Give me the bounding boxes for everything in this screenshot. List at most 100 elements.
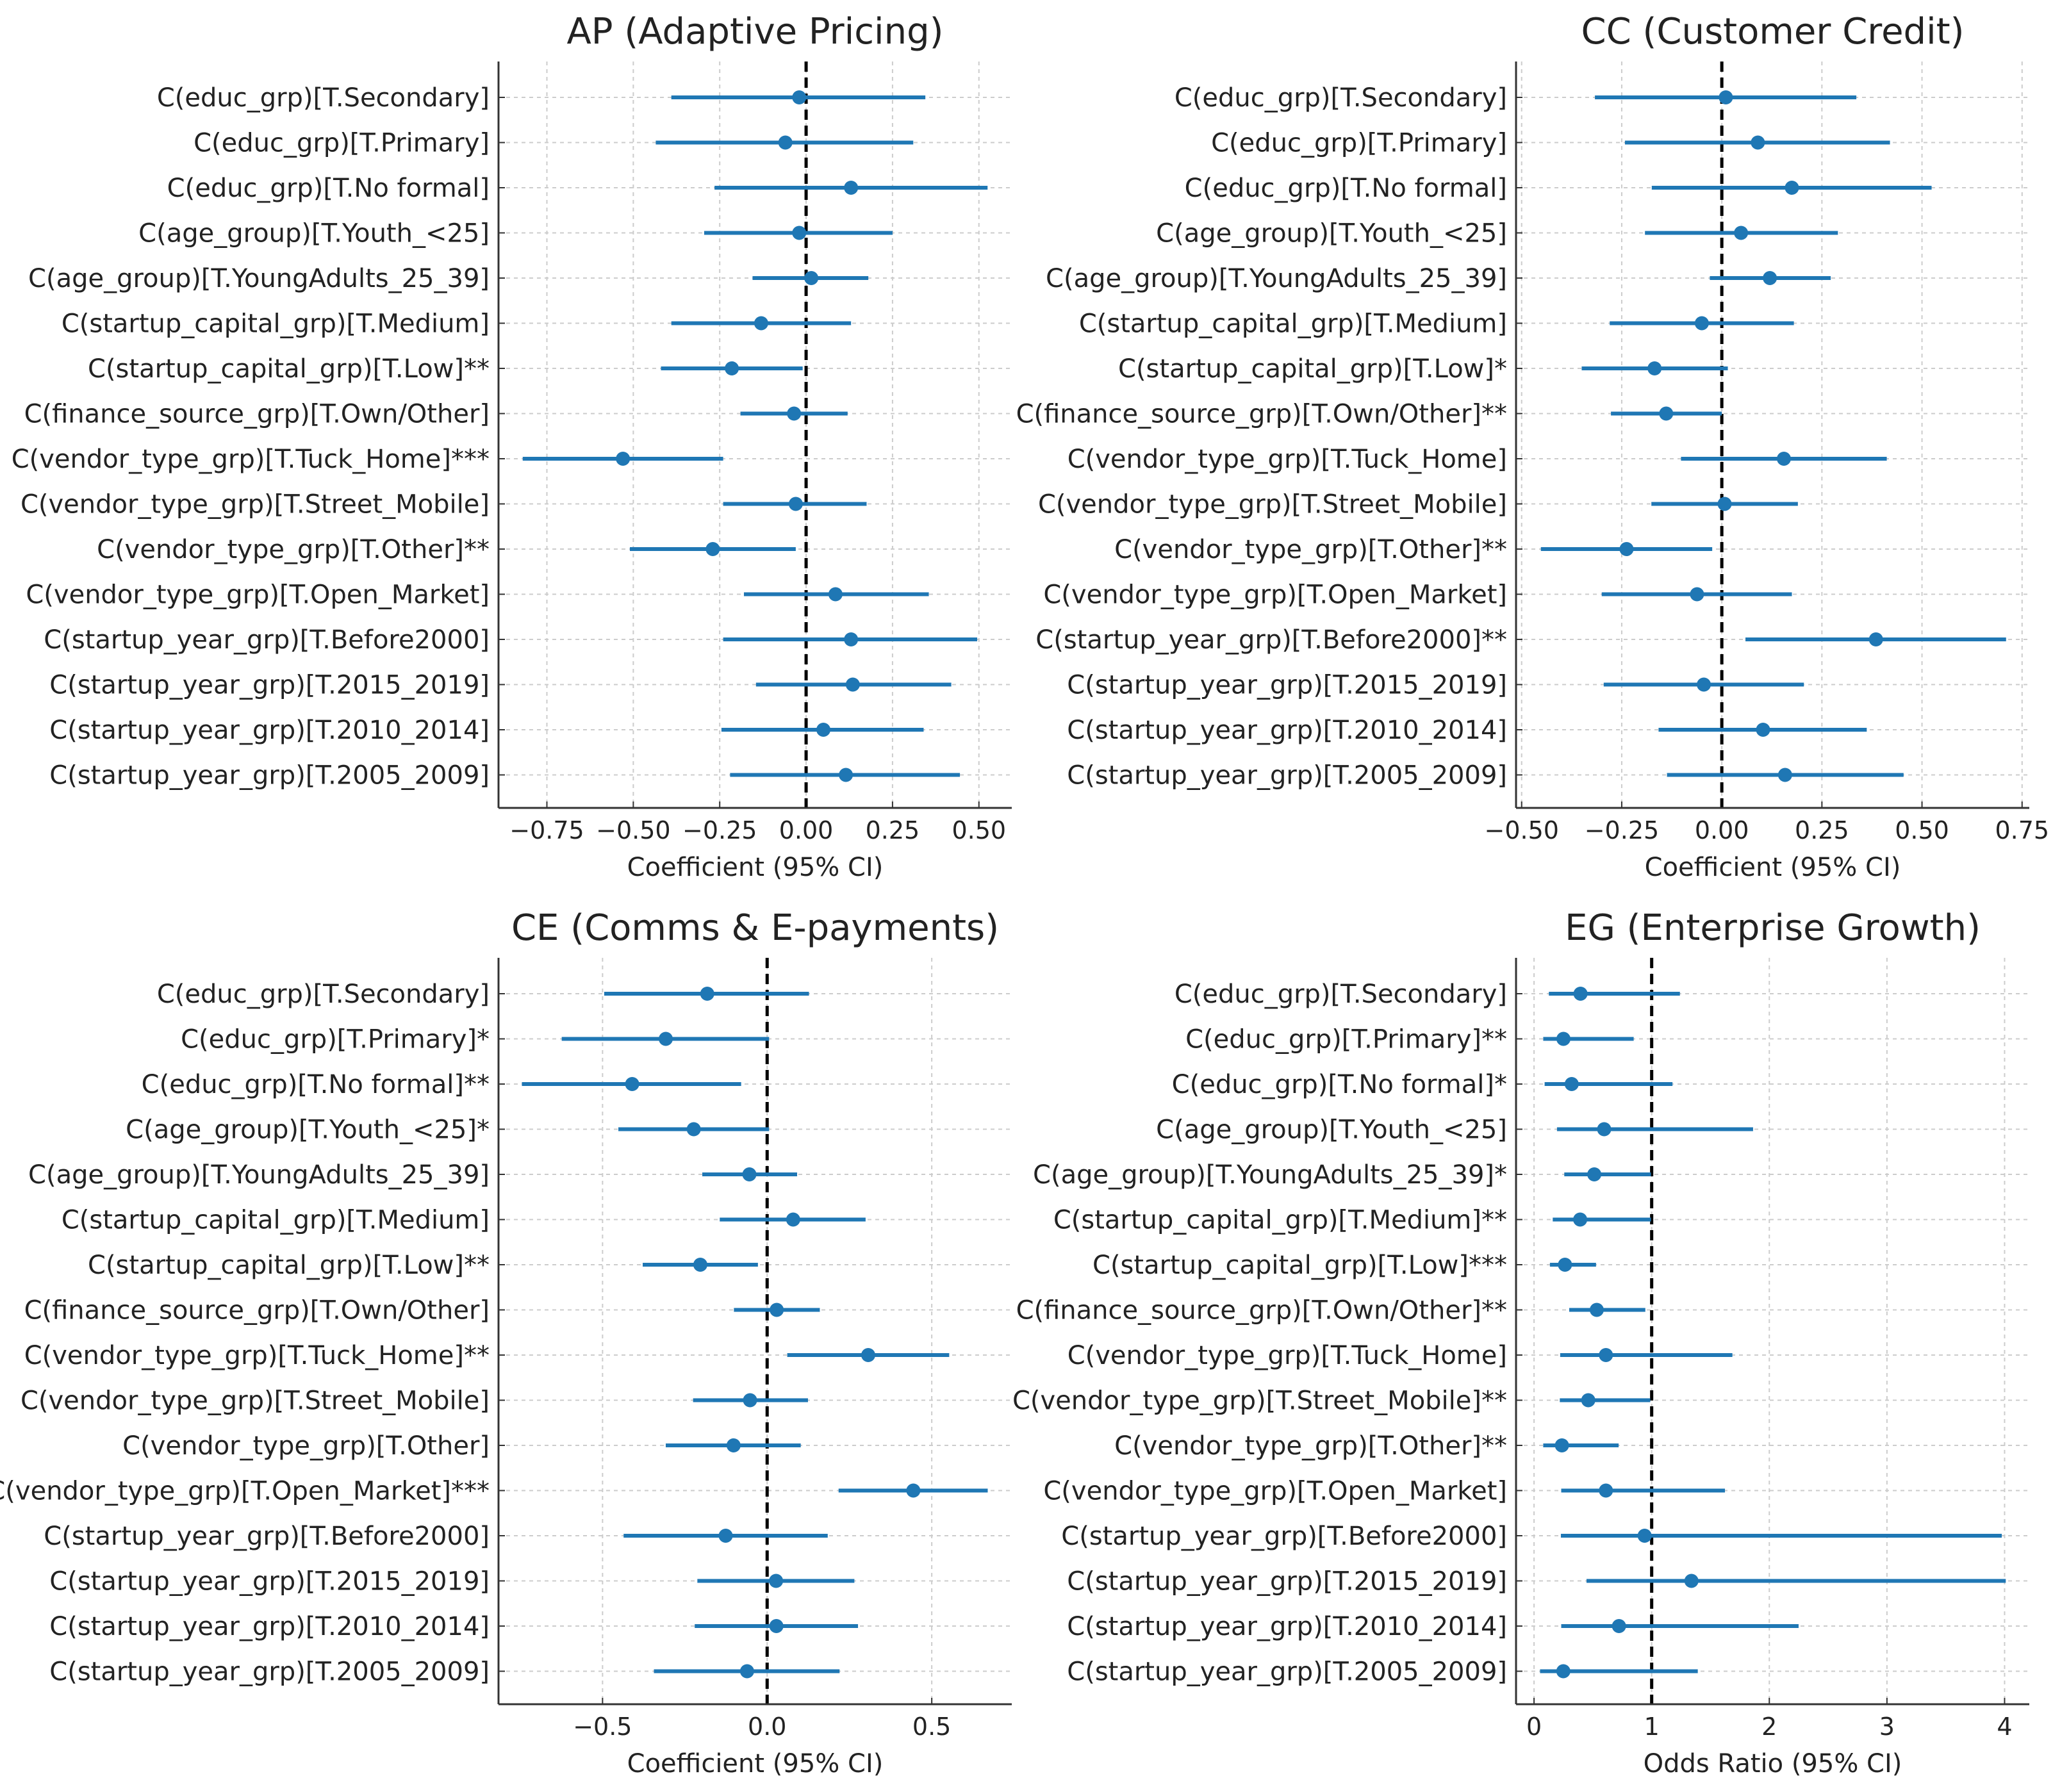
x-tick-label: 0.25	[1795, 816, 1849, 844]
point-estimate	[786, 1212, 800, 1227]
y-tick-label: C(educ_grp)[T.Primary]*	[181, 1025, 490, 1055]
y-tick-label: C(startup_capital_grp)[T.Medium]	[1079, 309, 1507, 339]
x-axis-label: Odds Ratio (95% CI)	[1644, 1749, 1902, 1779]
point-estimate	[700, 987, 714, 1001]
x-tick-label: 0.0	[748, 1713, 786, 1741]
y-tick-label: C(startup_year_grp)[T.2005_2009]	[1067, 1657, 1507, 1687]
y-tick-label: C(vendor_type_grp)[T.Open_Market]	[1043, 1477, 1507, 1506]
point-estimate	[1776, 452, 1791, 466]
point-estimate	[1690, 587, 1704, 602]
x-tick-label: 0.50	[952, 816, 1006, 844]
y-tick-label: C(startup_year_grp)[T.2015_2019]	[1067, 671, 1507, 700]
x-tick-label: 0	[1526, 1713, 1542, 1741]
panel-ap: −0.75 −0.50 −0.25 0.00 0.25 0.50 C(educ_grp)[T…	[12, 11, 1012, 882]
y-tick-label: C(vendor_type_grp)[T.Open_Market]	[26, 580, 490, 610]
point-estimate	[1619, 542, 1634, 556]
y-tick-label: C(age_group)[T.Youth_<25]*	[126, 1115, 490, 1145]
point-estimate	[1697, 677, 1711, 692]
point-estimate	[1573, 1212, 1588, 1227]
x-tick-label: −0.50	[596, 816, 670, 844]
y-tick-label: C(startup_year_grp)[T.Before2000]	[1061, 1522, 1507, 1551]
point-estimate	[1647, 361, 1662, 375]
point-estimate	[844, 632, 859, 646]
y-tick-label: C(vendor_type_grp)[T.Tuck_Home]***	[12, 445, 490, 474]
x-tick-label: 4	[1997, 1713, 2012, 1741]
panel-title: CE (Comms & E-payments)	[511, 907, 999, 949]
point-estimate	[1756, 723, 1770, 737]
y-tick-label: C(startup_year_grp)[T.2015_2019]	[49, 671, 490, 700]
y-tick-label: C(vendor_type_grp)[T.Street_Mobile]	[1038, 490, 1507, 520]
y-tick-label: C(startup_year_grp)[T.Before2000]	[44, 1522, 490, 1551]
y-tick-label: C(age_group)[T.YoungAdults_25_39]	[1046, 264, 1507, 293]
y-tick-label: C(age_group)[T.Youth_<25]	[138, 219, 490, 249]
point-estimate	[693, 1258, 707, 1272]
y-tick-label: C(vendor_type_grp)[T.Tuck_Home]	[1068, 1341, 1507, 1370]
point-estimate	[1785, 181, 1799, 195]
x-tick-label: 0.00	[1695, 816, 1749, 844]
y-tick-label: C(educ_grp)[T.Secondary]	[157, 980, 490, 1009]
x-tick-label: 0.25	[866, 816, 920, 844]
x-tick-label: −0.5	[573, 1713, 632, 1741]
point-estimate	[769, 1619, 784, 1633]
y-tick-label: C(startup_year_grp)[T.2005_2009]	[49, 1657, 490, 1687]
y-tick-label: C(vendor_type_grp)[T.Other]**	[1114, 535, 1507, 564]
point-estimate	[804, 271, 819, 285]
point-estimate	[792, 226, 807, 240]
point-estimate	[742, 1167, 757, 1181]
y-tick-label: C(startup_year_grp)[T.Before2000]	[44, 625, 490, 655]
point-estimate	[1558, 1258, 1572, 1272]
y-tick-label: C(finance_source_grp)[T.Own/Other]**	[1016, 1296, 1507, 1326]
point-estimate	[739, 1664, 754, 1679]
x-tick-label: −0.25	[1585, 816, 1659, 844]
y-tick-label: C(startup_capital_grp)[T.Low]**	[88, 354, 490, 384]
point-estimate	[787, 406, 802, 421]
point-estimate	[726, 1438, 741, 1452]
point-estimate	[1717, 497, 1732, 511]
panel-title: CC (Customer Credit)	[1581, 11, 1965, 53]
point-estimate	[1599, 1348, 1613, 1362]
y-tick-label: C(startup_year_grp)[T.2005_2009]	[49, 761, 490, 791]
point-estimate	[743, 1393, 757, 1408]
y-tick-label: C(vendor_type_grp)[T.Open_Market]	[1043, 580, 1507, 610]
y-tick-label: C(startup_capital_grp)[T.Low]*	[1118, 354, 1507, 384]
point-estimate	[816, 723, 831, 737]
point-estimate	[845, 677, 860, 692]
point-estimate	[1868, 632, 1883, 646]
point-estimate	[906, 1483, 921, 1498]
point-estimate	[1734, 226, 1749, 240]
y-tick-label: C(startup_year_grp)[T.2005_2009]	[1067, 761, 1507, 791]
x-tick-label: 0.50	[1895, 816, 1949, 844]
point-estimate	[1719, 90, 1733, 104]
y-tick-label: C(finance_source_grp)[T.Own/Other]**	[1016, 400, 1507, 429]
y-tick-label: C(age_group)[T.YoungAdults_25_39]	[28, 264, 490, 293]
y-tick-label: C(startup_year_grp)[T.2010_2014]	[1067, 1612, 1507, 1641]
y-tick-label: C(startup_year_grp)[T.2010_2014]	[49, 716, 490, 745]
y-tick-label: C(startup_year_grp)[T.2010_2014]	[49, 1612, 490, 1641]
y-tick-label: C(educ_grp)[T.No formal]*	[1172, 1070, 1507, 1099]
y-tick-label: C(startup_year_grp)[T.2015_2019]	[49, 1567, 490, 1597]
point-estimate	[1564, 1077, 1579, 1091]
y-tick-label: C(vendor_type_grp)[T.Street_Mobile]	[21, 490, 490, 520]
x-axis-label: Coefficient (95% CI)	[627, 853, 884, 882]
point-estimate	[1587, 1167, 1602, 1181]
y-tick-label: C(age_group)[T.Youth_<25]	[1156, 219, 1507, 249]
point-estimate	[1556, 1032, 1571, 1046]
panel-ce: −0.5 0.0 0.5 C(educ_grp)[T.Secondary] C(educ…	[0, 907, 1012, 1779]
point-estimate	[718, 1529, 733, 1543]
point-estimate	[1659, 406, 1674, 421]
y-tick-label: C(educ_grp)[T.Secondary]	[1175, 980, 1507, 1009]
y-tick-label: C(finance_source_grp)[T.Own/Other]	[24, 400, 490, 429]
point-estimate	[844, 181, 859, 195]
y-tick-label: C(educ_grp)[T.No formal]**	[142, 1070, 490, 1099]
x-axis-label: Coefficient (95% CI)	[1645, 853, 1901, 882]
x-tick-label: 1	[1644, 1713, 1660, 1741]
point-estimate	[1589, 1303, 1604, 1317]
panel-title: EG (Enterprise Growth)	[1565, 907, 1981, 949]
y-tick-label: C(educ_grp)[T.Primary]**	[1185, 1025, 1507, 1055]
y-tick-label: C(vendor_type_grp)[T.Other]**	[1114, 1431, 1507, 1461]
panel-title: AP (Adaptive Pricing)	[567, 11, 944, 53]
y-tick-label: C(educ_grp)[T.Secondary]	[1175, 83, 1507, 113]
point-estimate	[616, 452, 631, 466]
y-tick-label: C(educ_grp)[T.No formal]	[167, 174, 490, 203]
y-tick-label: C(startup_capital_grp)[T.Medium]	[62, 1206, 490, 1235]
